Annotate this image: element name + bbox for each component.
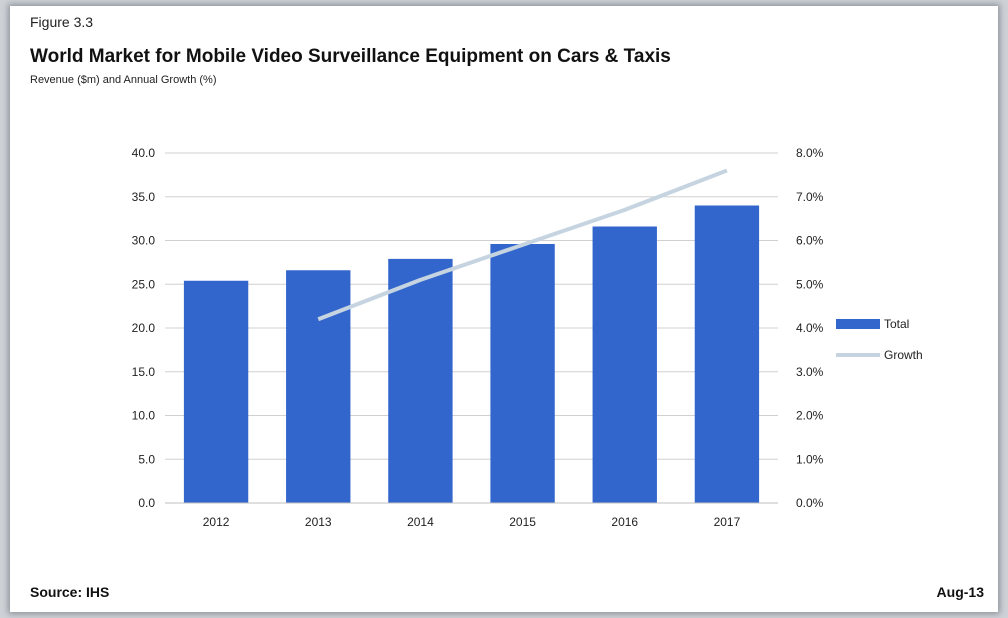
- x-tick-label: 2017: [714, 515, 741, 529]
- chart-subtitle: Revenue ($m) and Annual Growth (%): [30, 74, 217, 86]
- y-tick-label: 15.0: [132, 365, 156, 379]
- x-tick-label: 2015: [509, 515, 536, 529]
- bar-2017: [694, 205, 760, 503]
- source-note: Source: IHS: [30, 584, 110, 600]
- y-tick-label: 30.0: [132, 234, 156, 248]
- y-tick-label: 40.0: [132, 146, 156, 160]
- bar-2012: [183, 280, 249, 503]
- date-note: Aug-13: [936, 584, 984, 600]
- y2-tick-label: 0.0%: [796, 496, 824, 510]
- y-tick-label: 35.0: [132, 190, 156, 204]
- y2-tick-label: 6.0%: [796, 234, 824, 248]
- y2-tick-label: 1.0%: [796, 452, 824, 466]
- chart-title: World Market for Mobile Video Surveillan…: [30, 46, 671, 67]
- x-tick-label: 2013: [305, 515, 332, 529]
- y-tick-label: 25.0: [132, 277, 156, 291]
- y2-tick-label: 2.0%: [796, 409, 824, 423]
- bar-2016: [592, 226, 657, 503]
- figure-label: Figure 3.3: [30, 14, 94, 30]
- y2-tick-label: 7.0%: [796, 190, 824, 204]
- bar-2015: [490, 244, 555, 503]
- chart-panel: Figure 3.3 World Market for Mobile Video…: [10, 6, 998, 612]
- x-tick-label: 2016: [611, 515, 638, 529]
- chart-plot: 0.0 5.0 10.0 15.0 20.0 25.0 30.0 35.0 40.0 0.0% 1.…: [132, 146, 923, 529]
- legend-swatch-total: [836, 319, 880, 329]
- y-tick-label: 5.0: [138, 452, 155, 466]
- y-tick-label: 20.0: [132, 321, 156, 335]
- x-tick-label: 2014: [407, 515, 434, 529]
- y-tick-label: 0.0: [138, 496, 155, 510]
- y2-tick-label: 8.0%: [796, 146, 824, 160]
- bar-2013: [286, 270, 351, 503]
- growth-line: [317, 168, 728, 322]
- legend-label-total: Total: [884, 317, 909, 331]
- y2-tick-label: 4.0%: [796, 321, 824, 335]
- y2-tick-label: 3.0%: [796, 365, 824, 379]
- legend-label-growth: Growth: [884, 348, 923, 362]
- y-tick-label: 10.0: [132, 409, 156, 423]
- x-tick-label: 2012: [203, 515, 230, 529]
- bar-2014: [388, 258, 453, 503]
- y2-tick-label: 5.0%: [796, 277, 824, 291]
